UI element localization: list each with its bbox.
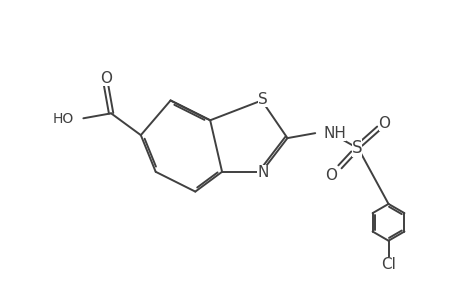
Text: HO: HO bbox=[52, 112, 73, 126]
Text: O: O bbox=[325, 168, 336, 183]
Text: O: O bbox=[378, 116, 390, 131]
Text: S: S bbox=[351, 139, 361, 157]
Text: S: S bbox=[257, 92, 267, 107]
Text: NH: NH bbox=[322, 126, 345, 141]
Text: Cl: Cl bbox=[380, 257, 395, 272]
Text: O: O bbox=[100, 71, 112, 86]
Text: N: N bbox=[257, 165, 268, 180]
